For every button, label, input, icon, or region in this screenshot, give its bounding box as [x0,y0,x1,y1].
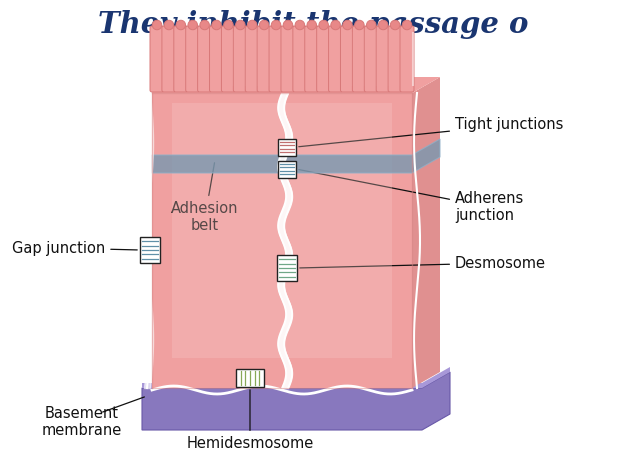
FancyBboxPatch shape [269,26,283,92]
FancyBboxPatch shape [400,26,414,92]
Ellipse shape [247,20,257,30]
FancyBboxPatch shape [329,26,342,92]
FancyBboxPatch shape [352,26,366,92]
FancyBboxPatch shape [388,26,402,92]
Bar [277,255,297,281]
Bar [140,237,160,263]
Ellipse shape [164,20,173,30]
Ellipse shape [342,20,352,30]
FancyBboxPatch shape [162,26,176,92]
FancyBboxPatch shape [186,26,200,92]
FancyBboxPatch shape [293,26,307,92]
Ellipse shape [176,20,185,30]
Ellipse shape [152,20,162,30]
Ellipse shape [319,20,329,30]
FancyBboxPatch shape [376,26,390,92]
Ellipse shape [235,20,245,30]
Text: Gap junction: Gap junction [12,241,137,256]
Ellipse shape [200,20,209,30]
Polygon shape [142,367,450,388]
FancyBboxPatch shape [305,26,319,92]
Polygon shape [152,139,440,173]
Ellipse shape [307,20,317,30]
Text: Adhesion
belt: Adhesion belt [172,163,239,234]
Ellipse shape [295,20,305,30]
FancyBboxPatch shape [341,26,354,92]
Ellipse shape [212,20,221,30]
Text: Desmosome: Desmosome [300,256,546,271]
Text: Basement
membrane: Basement membrane [42,406,122,439]
FancyBboxPatch shape [257,26,271,92]
Text: Tight junctions: Tight junctions [299,117,563,146]
Text: They inhibit the passage o: They inhibit the passage o [98,10,528,39]
Polygon shape [142,372,450,430]
FancyBboxPatch shape [281,26,295,92]
Ellipse shape [403,20,412,30]
Ellipse shape [391,20,400,30]
Ellipse shape [367,20,376,30]
Ellipse shape [331,20,341,30]
Text: Adherens
junction: Adherens junction [299,169,524,223]
Ellipse shape [379,20,388,30]
Polygon shape [152,77,440,93]
FancyBboxPatch shape [198,26,212,92]
Ellipse shape [259,20,269,30]
Ellipse shape [188,20,197,30]
Ellipse shape [223,20,233,30]
Bar [278,161,296,177]
Polygon shape [152,74,440,93]
Polygon shape [412,77,440,388]
Polygon shape [152,93,412,388]
Text: Hemidesmosome: Hemidesmosome [187,390,314,451]
FancyBboxPatch shape [245,26,259,92]
Ellipse shape [283,20,293,30]
FancyBboxPatch shape [174,26,188,92]
FancyBboxPatch shape [364,26,378,92]
FancyBboxPatch shape [210,26,223,92]
FancyBboxPatch shape [233,26,247,92]
Bar [236,369,264,387]
FancyBboxPatch shape [317,26,331,92]
FancyBboxPatch shape [150,26,164,92]
Polygon shape [172,103,392,358]
Ellipse shape [355,20,364,30]
Bar [278,139,296,155]
Ellipse shape [271,20,281,30]
FancyBboxPatch shape [222,26,235,92]
